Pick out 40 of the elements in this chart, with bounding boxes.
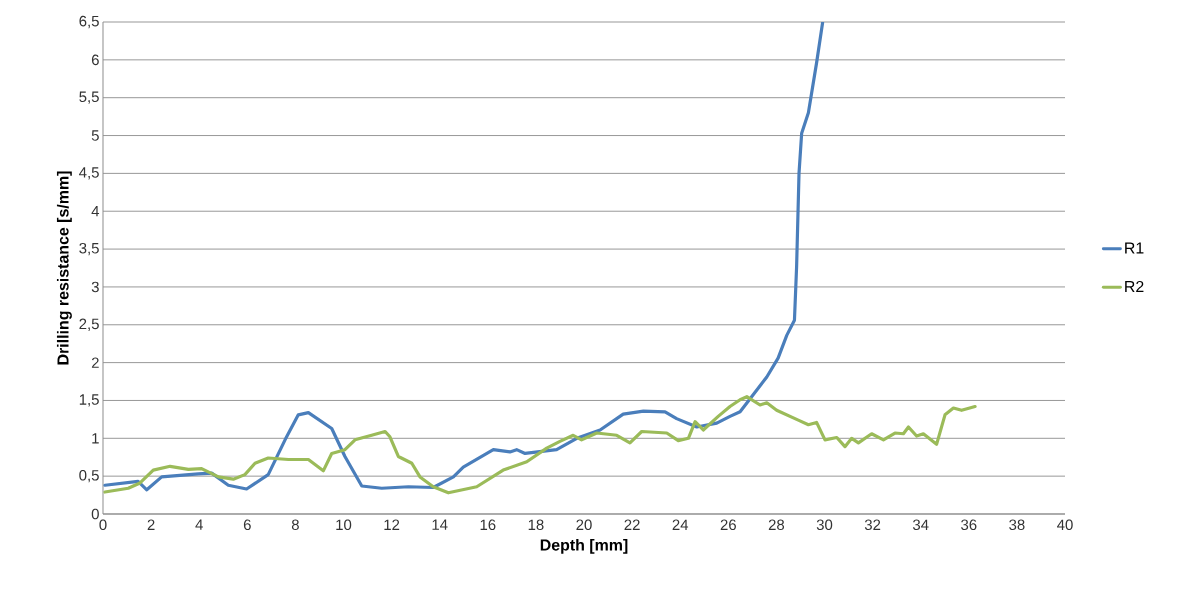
x-tick-label: 40 [1057, 519, 1073, 531]
y-axis-title: Drilling resistance [s/mm] [56, 171, 72, 365]
x-tick-label: 10 [336, 519, 352, 531]
y-tick-label: 0,5 [79, 469, 99, 483]
y-tick-label: 0 [91, 508, 99, 520]
y-tick-label: 3 [91, 281, 99, 293]
x-tick-label: 14 [432, 519, 448, 530]
x-tick-label: 30 [816, 519, 833, 531]
x-tick-label: 20 [576, 519, 592, 531]
x-tick-label: 4 [195, 519, 203, 530]
x-tick-label: 18 [528, 519, 544, 531]
y-tick-label: 4,5 [79, 167, 99, 180]
legend-label: R2 [1125, 280, 1144, 292]
y-tick-label: 2,5 [79, 318, 99, 331]
x-tick-label: 12 [384, 519, 400, 530]
x-tick-label: 22 [624, 519, 640, 530]
x-tick-label: 38 [1009, 519, 1025, 531]
x-tick-label: 6 [243, 519, 251, 531]
x-tick-label: 28 [768, 519, 785, 531]
y-tick-label: 6,5 [79, 15, 99, 29]
y-tick-label: 6 [91, 54, 99, 66]
y-tick-label: 1,5 [79, 394, 99, 407]
y-tick-label: 4 [91, 206, 100, 217]
x-tick-label: 8 [291, 519, 299, 531]
x-axis-title: Depth [mm] [540, 538, 628, 554]
y-tick-label: 5 [91, 130, 99, 141]
x-tick-label: 32 [864, 519, 881, 531]
x-tick-label: 26 [720, 519, 736, 531]
y-tick-label: 2 [91, 357, 99, 368]
legend-label: R1 [1125, 242, 1144, 254]
x-tick-label: 36 [961, 519, 977, 531]
x-tick-label: 16 [480, 519, 496, 531]
x-tick-label: 24 [672, 519, 689, 530]
line-series [103, 22, 825, 492]
y-tick-label: 5,5 [79, 91, 99, 104]
y-tick-label: 3,5 [79, 242, 99, 256]
x-tick-label: 2 [147, 519, 155, 530]
x-tick-label: 34 [912, 519, 929, 531]
y-tick-label: 1 [92, 433, 99, 444]
line-series [103, 395, 977, 495]
